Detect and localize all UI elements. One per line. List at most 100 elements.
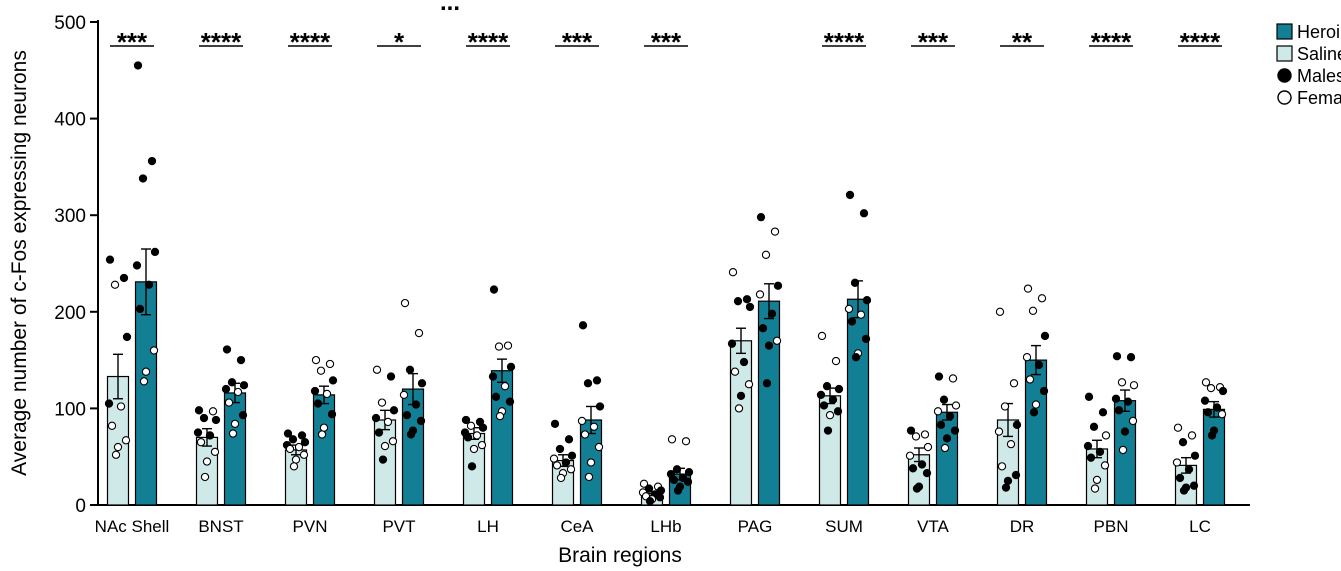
heroin-male-point [862, 296, 872, 305]
heroin-female-point [1206, 383, 1216, 393]
saline-male-point [745, 302, 755, 312]
saline-male-point [105, 255, 115, 264]
heroin-male-point [328, 376, 338, 385]
x-category-label: LHb [650, 517, 681, 536]
heroin-female-point [494, 342, 504, 351]
legend: HeroinSalineMalesFemales [1276, 22, 1341, 108]
saline-female-point [196, 438, 206, 447]
saline-male-point [1189, 481, 1199, 490]
heroin-male-point [236, 355, 246, 365]
legend-swatch-females [1277, 90, 1292, 105]
heroin-male-point [222, 345, 232, 354]
x-category-label: PVN [293, 517, 328, 536]
heroin-female-point [580, 430, 590, 439]
saline-female-point [923, 442, 933, 452]
heroin-male-point [491, 392, 501, 401]
saline-male-point [386, 372, 396, 381]
saline-female-point [1172, 458, 1182, 467]
heroin-female-point [948, 374, 958, 383]
saline-female-point [116, 402, 126, 411]
heroin-female-point [1022, 353, 1032, 362]
heroin-male-point [402, 411, 412, 420]
x-category-label: DR [1010, 517, 1035, 536]
saline-female-point [825, 411, 835, 420]
heroin-male-point [238, 411, 248, 420]
heroin-male-point [150, 247, 160, 257]
saline-female-point [110, 280, 120, 289]
heroin-female-point [589, 422, 599, 431]
heroin-female-point [1128, 416, 1138, 426]
heroin-male-point [488, 372, 498, 381]
heroin-male-point [672, 465, 682, 474]
saline-male-point [283, 429, 293, 438]
saline-male-point [833, 407, 843, 416]
saline-male-point [645, 496, 655, 506]
saline-female-point [905, 451, 915, 460]
heroin-male-point [327, 410, 337, 419]
saline-female-point [1006, 439, 1016, 449]
saline-male-point [463, 433, 473, 442]
saline-male-point [823, 426, 833, 435]
heroin-female-point [230, 419, 240, 429]
heroin-female-point [1031, 400, 1041, 409]
saline-female-point [299, 450, 309, 459]
heroin-female-point [228, 429, 238, 438]
saline-female-point [111, 450, 121, 459]
heroin-male-point [1114, 406, 1124, 415]
significance-label: *** [117, 27, 148, 57]
saline-bar [195, 436, 219, 506]
heroin-male-point [767, 309, 777, 318]
heroin-female-point [139, 377, 149, 386]
legend-swatch-males [1277, 68, 1292, 83]
saline-male-point [1003, 476, 1013, 485]
saline-female-point [200, 472, 210, 482]
legend-label-saline: Saline [1297, 44, 1341, 64]
heroin-female-point [594, 442, 604, 452]
saline-male-point [371, 413, 381, 423]
heroin-female-point [844, 304, 854, 314]
heroin-male-point [850, 278, 860, 287]
saline-male-point [199, 413, 209, 423]
significance-label: **** [201, 27, 242, 57]
legend-swatch-heroin [1276, 23, 1293, 40]
saline-male-point [561, 458, 571, 467]
saline-female-point [1092, 475, 1102, 485]
heroin-female-point [755, 290, 765, 299]
heroin-male-point [1126, 353, 1136, 362]
heroin-male-point [1112, 352, 1122, 361]
heroin-female-point [233, 387, 243, 397]
heroin-female-point [856, 310, 866, 319]
saline-female-point [556, 473, 566, 483]
saline-female-point [817, 331, 827, 341]
saline-male-point [555, 444, 565, 454]
saline-female-point [113, 442, 123, 452]
heroin-female-point [940, 443, 950, 453]
saline-female-point [911, 432, 921, 441]
saline-male-point [550, 419, 560, 429]
heroin-male-point [1039, 386, 1049, 396]
heroin-female-point [584, 472, 594, 482]
heroin-male-point [939, 395, 949, 404]
heroin-female-point [311, 355, 321, 365]
heroin-female-point [317, 430, 327, 439]
saline-female-point [289, 462, 299, 471]
saline-male-point [1179, 486, 1189, 495]
saline-male-point [736, 391, 746, 400]
saline-female-point [549, 454, 559, 463]
heroin-male-point [578, 321, 588, 330]
significance-label: ** [1012, 27, 1033, 57]
heroin-male-point [583, 379, 593, 388]
y-tick-label: 0 [75, 496, 86, 517]
significance-label: *** [651, 27, 682, 57]
heroin-female-point [1129, 381, 1139, 390]
heroin-male-point [1212, 403, 1222, 412]
saline-male-point [834, 384, 844, 394]
heroin-bar [1202, 408, 1226, 506]
heroin-male-point [950, 426, 960, 435]
heroin-female-point [577, 416, 587, 426]
heroin-male-point [773, 281, 783, 290]
heroin-male-point [133, 61, 143, 70]
heroin-female-point [681, 437, 691, 446]
saline-female-point [291, 455, 301, 464]
